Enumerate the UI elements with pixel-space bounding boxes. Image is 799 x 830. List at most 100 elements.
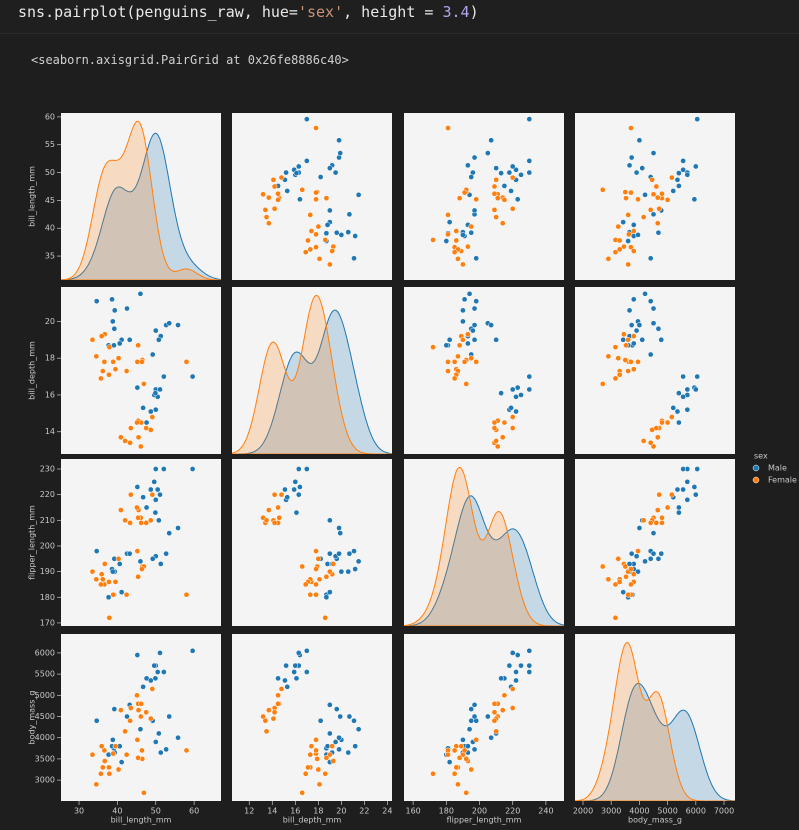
scatter-point [152,327,159,334]
scatter-point [175,322,181,328]
scatter-point [456,754,463,761]
scatter-point [463,789,470,796]
scatter-point [635,196,641,203]
scatter-point [118,434,124,441]
scatter-point [147,715,154,722]
y-tick-label: 5500 [35,670,55,679]
scatter-point [630,296,637,303]
scatter-point [154,486,161,493]
x-tick-label: 7000 [714,807,734,816]
scatter-point [630,571,637,578]
scatter-point [680,158,686,164]
scatter-point [316,255,323,262]
scatter-point [446,219,453,225]
panel [575,634,735,801]
scatter-point [297,196,303,203]
scatter-point [137,713,144,720]
scatter-point [141,789,147,796]
scatter-point [303,466,310,472]
scatter-point [284,494,291,501]
scatter-point [302,770,309,777]
scatter-point [633,169,640,176]
scatter-point [518,392,524,398]
scatter-point [183,747,190,754]
scatter-point [98,581,104,588]
legend-label: Male [768,464,787,473]
scatter-point [303,647,310,654]
panel-marks [430,647,533,796]
scatter-point [455,255,461,262]
scatter-point [140,404,146,411]
scatter-point [299,789,306,796]
scatter-point [346,550,353,557]
scatter-point [292,662,299,669]
scatter-point [668,414,675,420]
scatter-point [451,249,458,256]
scatter-point [143,419,150,426]
scatter-point [109,318,116,325]
scatter-point [513,166,519,173]
scatter-point [650,530,657,536]
scatter-point [445,359,451,365]
scatter-point [509,205,516,212]
scatter-point [509,686,516,692]
scatter-point [501,196,508,203]
x-tick-label: 18 [313,807,323,816]
scatter-point [468,717,475,724]
scatter-point [355,191,362,198]
scatter-point [453,237,460,244]
scatter-point [656,491,662,498]
y-tick-label: 4500 [35,712,55,721]
scatter-point [295,650,302,656]
scatter-point [488,322,494,328]
scatter-point [445,125,451,131]
scatter-point [284,188,291,194]
panel [232,113,392,280]
scatter-point [625,238,631,244]
scatter-point [157,749,164,756]
scatter-point [149,555,156,562]
scatter-point [93,781,100,788]
scatter-point [625,591,631,598]
scatter-point [98,743,105,750]
scatter-point [160,669,167,675]
scatter-point [275,692,281,699]
y-tick-label: 18 [45,354,55,363]
panel [404,634,564,801]
scatter-point [639,336,646,343]
scatter-point [653,520,660,526]
scatter-point [659,520,665,526]
scatter-point [175,525,181,531]
scatter-point [446,336,453,343]
scatter-point [513,408,519,415]
scatter-point [163,550,169,557]
scatter-point [99,576,106,583]
scatter-point [313,189,319,196]
scatter-point [143,520,150,526]
scatter-point [317,717,324,724]
y-tick-label: 50 [45,168,55,177]
scatter-point [649,176,655,183]
scatter-point [692,386,699,393]
scatter-point [155,336,162,343]
scatter-point [636,322,643,328]
scatter-point [135,754,141,761]
scatter-point [157,386,163,393]
scatter-point [302,249,309,256]
scatter-point [276,514,283,521]
scatter-point [345,568,352,575]
scatter-point [326,568,333,575]
scatter-point [135,573,141,580]
scatter-point [284,683,291,690]
scatter-point [275,504,281,511]
scatter-point [271,709,278,716]
scatter-point [491,190,498,197]
scatter-point [684,478,691,485]
scatter-point [313,591,319,598]
scatter-point [491,419,498,426]
code-cell[interactable]: sns.pairplot(penguins_raw, hue='sex', he… [0,0,799,34]
scatter-point [147,517,154,524]
scatter-point [106,579,112,585]
scatter-point [98,333,105,339]
scatter-point [526,669,533,675]
